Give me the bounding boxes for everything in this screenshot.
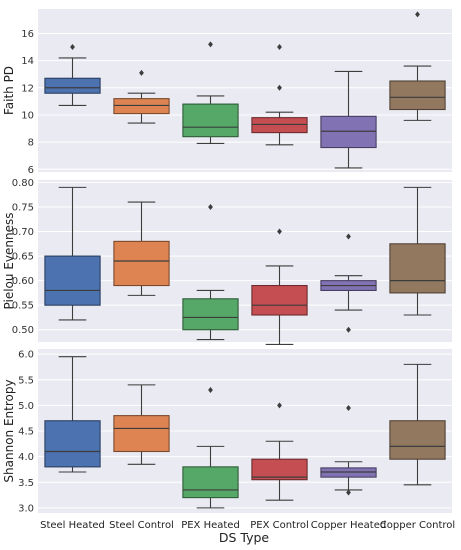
outlier-point bbox=[277, 402, 282, 409]
y-tick-label: 0.65 bbox=[12, 252, 34, 263]
outlier-point bbox=[208, 41, 213, 48]
y-tick-label: 0.50 bbox=[12, 325, 34, 336]
y-tick-label: 8 bbox=[28, 138, 34, 149]
y-axis-label: Shannon Entropy bbox=[2, 379, 16, 482]
y-tick-label: 16 bbox=[21, 29, 34, 40]
box-pex-control bbox=[251, 228, 308, 346]
iqr-box bbox=[44, 255, 101, 306]
outlier-point bbox=[208, 387, 213, 393]
iqr-box bbox=[251, 458, 308, 481]
y-tick-label: 5.5 bbox=[18, 375, 34, 386]
box-steel-heated bbox=[44, 356, 101, 473]
iqr-box bbox=[44, 420, 101, 468]
outlier-point bbox=[208, 204, 213, 210]
iqr-box bbox=[182, 298, 239, 331]
panel-1: 6 8 10 12 14 16 Faith PD bbox=[2, 9, 452, 176]
box-copper-heated bbox=[320, 404, 377, 496]
box-copper-heated bbox=[320, 70, 377, 169]
box-copper-heated bbox=[320, 233, 377, 333]
y-tick-label: 0.55 bbox=[12, 301, 34, 312]
x-tick-label: Steel Heated bbox=[40, 520, 105, 531]
iqr-box bbox=[44, 77, 101, 94]
y-tick-label: 0.70 bbox=[12, 227, 34, 238]
box-steel-heated bbox=[44, 44, 101, 106]
y-tick-label: 3.0 bbox=[18, 503, 34, 514]
box-steel-heated bbox=[44, 186, 101, 321]
y-tick-label: 0.60 bbox=[12, 276, 34, 287]
panel-3: 3.0 3.5 4.0 4.5 5.0 5.5 6.0 Shannon Entropy bbox=[2, 349, 452, 514]
y-axis-label: Faith PD bbox=[2, 66, 16, 115]
outlier-point bbox=[139, 69, 144, 76]
y-tick-label: 4.0 bbox=[18, 452, 34, 463]
y-tick-label: 6.0 bbox=[18, 350, 34, 361]
iqr-box bbox=[320, 115, 377, 149]
y-tick-label: 0.75 bbox=[12, 203, 34, 214]
outlier-point bbox=[277, 44, 282, 51]
iqr-box bbox=[251, 284, 308, 316]
x-tick-label: Copper Control bbox=[380, 520, 455, 531]
y-tick-label: 0.80 bbox=[12, 178, 34, 189]
box-steel-control bbox=[113, 384, 170, 465]
box-pex-heated bbox=[182, 387, 239, 509]
y-tick-label: 6 bbox=[28, 165, 34, 176]
y-tick-label: 5.0 bbox=[18, 401, 34, 412]
iqr-box bbox=[389, 420, 446, 460]
plot-background bbox=[38, 9, 452, 172]
x-axis-label: DS Type bbox=[219, 530, 270, 545]
box-pex-control bbox=[251, 402, 308, 501]
y-axis-label: Pielou Evenness bbox=[2, 213, 16, 310]
x-tick-label: Copper Heated bbox=[311, 520, 386, 531]
box-steel-control bbox=[113, 69, 170, 124]
iqr-box bbox=[251, 117, 308, 134]
x-tick-label: PEX Heated bbox=[181, 520, 240, 531]
iqr-box bbox=[113, 98, 170, 115]
y-tick-label: 14 bbox=[21, 56, 34, 67]
iqr-box bbox=[389, 243, 446, 294]
outlier-point bbox=[346, 404, 351, 411]
box-copper-control bbox=[389, 186, 446, 316]
iqr-box bbox=[182, 103, 239, 138]
box-pex-heated bbox=[182, 204, 239, 341]
outlier-point bbox=[415, 11, 420, 18]
iqr-box bbox=[113, 240, 170, 287]
box-copper-control bbox=[389, 363, 446, 486]
x-category-labels: Steel Heated Steel Control PEX Heated PEX C… bbox=[40, 520, 455, 531]
iqr-box bbox=[389, 80, 446, 111]
box-pex-control bbox=[251, 44, 308, 146]
iqr-box bbox=[113, 415, 170, 453]
outlier-point bbox=[346, 489, 351, 496]
outlier-point bbox=[277, 84, 282, 91]
outlier-point bbox=[346, 233, 351, 240]
x-tick-label: PEX Control bbox=[250, 520, 309, 531]
outlier-point bbox=[70, 44, 75, 51]
y-tick-label: 3.5 bbox=[18, 478, 34, 489]
box-copper-control bbox=[389, 11, 446, 121]
box-steel-control bbox=[113, 201, 170, 296]
x-tick-label: Steel Control bbox=[109, 520, 174, 531]
box-pex-heated bbox=[182, 41, 239, 145]
y-tick-label: 10 bbox=[21, 110, 34, 121]
outlier-point bbox=[277, 228, 282, 235]
iqr-box bbox=[182, 466, 239, 499]
y-tick-label: 4.5 bbox=[18, 427, 34, 438]
y-tick-label: 12 bbox=[21, 83, 34, 94]
panel-2: 0.50 0.55 0.60 0.65 0.70 0.75 0.80 Pielou Evenn… bbox=[2, 178, 452, 346]
outlier-point bbox=[346, 326, 351, 333]
